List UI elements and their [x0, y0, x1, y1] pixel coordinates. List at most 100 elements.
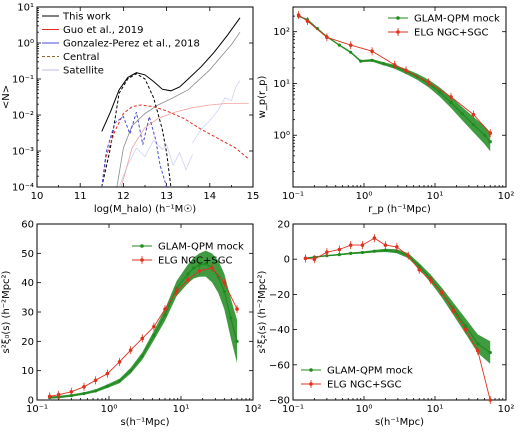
data-point: [417, 267, 422, 272]
mock-point: [235, 339, 239, 343]
data-point: [372, 236, 377, 240]
mock-point: [483, 133, 487, 137]
x-tick-label: 10¹: [173, 404, 190, 415]
legend-marker: [396, 16, 400, 20]
y-tick-label: −60: [269, 360, 290, 371]
y-tick-label: 10²: [273, 27, 290, 38]
data-point: [312, 257, 317, 262]
y-tick-label: 0: [28, 396, 34, 407]
legend-label: This work: [62, 12, 111, 23]
component-curve: [116, 31, 241, 188]
legend-label: Central: [63, 52, 99, 63]
data-point: [303, 256, 308, 261]
x-axis-label: s(h⁻¹Mpc): [120, 417, 169, 428]
data-point: [406, 253, 411, 258]
x-tick-label: 13: [160, 191, 173, 202]
mock-point: [471, 123, 476, 127]
data-point: [440, 290, 444, 295]
hod-panel: 10 11 12 13 14 15 10⁻⁴ 10⁻³ 10⁻² 10⁻¹ 10⁰ 10¹ log(M_…: [1, 3, 259, 216]
x-tick-label: 10⁰: [356, 191, 373, 202]
data-point: [152, 324, 156, 329]
mock-point: [204, 262, 208, 266]
mock-point: [93, 389, 98, 393]
x-tick-label: 10¹: [427, 191, 444, 202]
data-point: [463, 327, 468, 332]
data-point: [117, 360, 122, 364]
x-tick-label: 10⁻¹: [26, 404, 48, 415]
legend-marker: [309, 368, 313, 372]
y-tick-label: 10: [21, 366, 34, 377]
data-point: [82, 385, 86, 389]
data-point: [305, 19, 310, 23]
x-axis-label: s(h⁻¹Mpc): [375, 417, 424, 428]
data-point: [56, 392, 61, 397]
data-point: [451, 308, 455, 313]
quadrupole-panel: 10⁻¹ 10⁰ 10¹ 10² −80 −60 −40 −20 0 20 s(h⁻¹Mpc) s²ξ…: [257, 220, 514, 429]
data-point: [235, 307, 239, 311]
data-point: [186, 277, 190, 282]
component-curve: [101, 73, 172, 188]
x-tick-label: 10¹: [427, 404, 444, 415]
x-tick-label: 10⁻¹: [282, 191, 304, 202]
y-tick-label: 20: [21, 337, 34, 348]
data-point: [383, 243, 388, 247]
data-point: [426, 80, 431, 85]
y-tick-label: −80: [269, 396, 290, 407]
legend-label: ELG NGC+SGC: [158, 256, 233, 267]
monopole-panel: 10⁻¹ 10⁰ 10¹ 10² 0 10 20 30 40 50 60 s(h⁻¹Mpc) s²ξ₀(…: [1, 220, 261, 429]
y-tick-label: 10⁻¹: [12, 75, 34, 86]
legend-label: ELG NGC+SGC: [414, 28, 489, 39]
legend-label: GLAM-QPM mock: [158, 242, 244, 253]
data-point: [325, 250, 329, 254]
mock-point: [349, 251, 353, 255]
y-tick-label: 10⁰: [17, 39, 34, 50]
legend-marker: [140, 244, 144, 248]
series-line: [49, 262, 238, 399]
x-axis-label: r_p (h⁻¹Mpc): [368, 204, 431, 215]
mock-point: [383, 248, 387, 252]
data-point: [337, 247, 342, 252]
y-tick-label: 30: [21, 308, 34, 319]
component-curve: [192, 80, 241, 143]
mock-point: [117, 379, 122, 383]
x-tick-label: 10⁰: [356, 404, 373, 415]
data-point: [69, 389, 74, 394]
data-point: [325, 35, 329, 40]
mock-point: [476, 342, 480, 346]
plot-frame: [292, 223, 507, 401]
mock-point: [82, 391, 86, 396]
mock-point: [337, 43, 341, 47]
x-tick-label: 15: [247, 191, 260, 202]
mock-point: [360, 250, 365, 255]
x-tick-label: 10⁻¹: [282, 404, 304, 415]
mock-point: [105, 384, 109, 388]
y-axis-label: s²ξ₀(s) (h⁻²Mpc²): [1, 270, 12, 353]
component-curve: [101, 104, 250, 188]
x-tick-label: 10⁰: [101, 404, 118, 415]
mock-point: [197, 263, 201, 267]
y-tick-label: 10¹: [273, 79, 290, 90]
component-curve: [118, 139, 193, 188]
mock-point: [315, 26, 319, 31]
data-point: [360, 243, 365, 247]
legend-label: GLAM-QPM mock: [327, 366, 413, 377]
data-point: [348, 43, 353, 47]
data-point: [222, 280, 227, 285]
y-tick-label: 10⁻²: [12, 111, 34, 122]
data-point: [128, 348, 133, 352]
y-tick-label: 10¹: [17, 3, 34, 14]
data-point: [471, 112, 476, 117]
mock-point: [229, 316, 233, 320]
data-point: [488, 131, 493, 135]
mock-point: [488, 350, 492, 355]
data-point: [47, 394, 52, 399]
legend-label: GLAM-QPM mock: [414, 14, 500, 25]
x-tick-label: 10²: [498, 191, 515, 202]
data-point: [449, 95, 453, 99]
y-tick-label: 0: [284, 255, 290, 266]
mock-point: [460, 112, 464, 116]
mock-point: [140, 354, 144, 358]
y-tick-label: 10⁻³: [12, 147, 34, 158]
data-point: [210, 266, 214, 270]
